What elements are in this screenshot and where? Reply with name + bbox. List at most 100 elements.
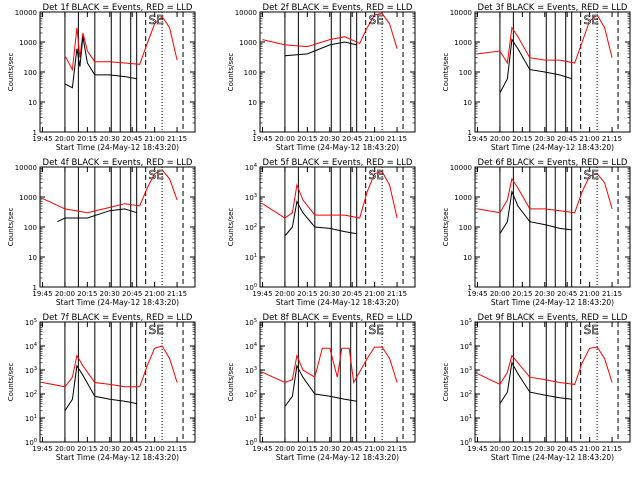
y-axis-label: Counts/sec bbox=[7, 363, 15, 402]
y-tick-label: 100 bbox=[459, 69, 472, 77]
x-axis-label: Start Time (24-May-12 18:43:20) bbox=[56, 143, 179, 152]
y-tick-label: 101 bbox=[245, 414, 257, 423]
x-axis-label: Start Time (24-May-12 18:43:20) bbox=[491, 298, 614, 307]
y-tick-label: 10000 bbox=[450, 164, 472, 172]
y-tick-label: 104 bbox=[245, 342, 257, 351]
x-tick-label: 21:15 bbox=[602, 135, 622, 143]
plot-frame bbox=[259, 166, 416, 288]
x-tick-label: 19:45 bbox=[467, 445, 487, 453]
series-events-line bbox=[57, 208, 137, 223]
y-tick-label: 10000 bbox=[450, 9, 472, 17]
x-tick-label: 21:00 bbox=[580, 445, 600, 453]
y-tick-label: 1000 bbox=[454, 194, 472, 202]
y-tick-label: 103 bbox=[245, 193, 257, 202]
panel-det-5: Det 5f BLACK = Events, RED = LLD Counts/s… bbox=[227, 158, 416, 307]
y-tick-label: 102 bbox=[245, 390, 257, 399]
plot-frame bbox=[39, 321, 196, 443]
panel-det-9: Det 9f BLACK = Events, RED = LLD Counts/s… bbox=[442, 313, 631, 462]
x-tick-label: 19:45 bbox=[32, 445, 52, 453]
x-tick-label: 20:15 bbox=[297, 135, 317, 143]
y-tick-label: 10 bbox=[28, 99, 37, 107]
x-tick-label: 21:15 bbox=[387, 135, 407, 143]
x-tick-label: 20:30 bbox=[320, 290, 340, 298]
x-axis-label: Start Time (24-May-12 18:43:20) bbox=[56, 453, 179, 462]
x-axis-label: Start Time (24-May-12 18:43:20) bbox=[276, 143, 399, 152]
plot-frame bbox=[39, 11, 196, 133]
y-tick-label: 10000 bbox=[15, 9, 37, 17]
x-axis-label: Start Time (24-May-12 18:43:20) bbox=[276, 453, 399, 462]
panel-det-1: Det 1f BLACK = Events, RED = LLD Counts/s… bbox=[7, 3, 196, 152]
y-tick-label: 103 bbox=[25, 366, 37, 375]
x-tick-label: 20:15 bbox=[297, 445, 317, 453]
x-tick-label: 19:45 bbox=[252, 135, 272, 143]
y-tick-label: 101 bbox=[460, 414, 472, 423]
y-tick-label: 100 bbox=[24, 224, 37, 232]
x-tick-label: 20:45 bbox=[557, 135, 577, 143]
x-tick-label: 20:00 bbox=[275, 135, 295, 143]
y-tick-label: 1 bbox=[33, 129, 37, 137]
series-lld-line bbox=[477, 346, 613, 386]
y-axis-label: Counts/sec bbox=[227, 363, 235, 402]
x-tick-label: 21:00 bbox=[365, 135, 385, 143]
y-tick-label: 10 bbox=[28, 254, 37, 262]
panel-title: Det 3f BLACK = Events, RED = LLD bbox=[478, 3, 628, 13]
y-tick-label: 100 bbox=[24, 69, 37, 77]
series-lld-line bbox=[42, 345, 178, 388]
series-events-line bbox=[284, 41, 357, 57]
x-tick-label: 21:15 bbox=[602, 290, 622, 298]
x-tick-label: 19:45 bbox=[252, 445, 272, 453]
x-tick-label: 21:00 bbox=[145, 290, 165, 298]
y-axis-label: Counts/sec bbox=[442, 53, 450, 92]
x-tick-label: 21:15 bbox=[602, 445, 622, 453]
x-tick-label: 20:00 bbox=[275, 290, 295, 298]
panel-det-8: Det 8f BLACK = Events, RED = LLD Counts/s… bbox=[227, 313, 416, 462]
y-axis-label: Counts/sec bbox=[227, 208, 235, 247]
y-tick-label: 1000 bbox=[19, 39, 37, 47]
series-events-line bbox=[284, 200, 357, 237]
x-tick-label: 21:15 bbox=[167, 445, 187, 453]
x-tick-label: 21:15 bbox=[387, 445, 407, 453]
y-tick-label: 105 bbox=[25, 318, 37, 327]
panel-det-2: Det 2f BLACK = Events, RED = LLD Counts/s… bbox=[227, 3, 416, 152]
x-tick-label: 21:15 bbox=[167, 135, 187, 143]
x-tick-label: 20:00 bbox=[55, 445, 75, 453]
y-tick-label: 101 bbox=[25, 414, 37, 423]
x-tick-label: 20:45 bbox=[342, 135, 362, 143]
se-annotation: SE bbox=[584, 168, 599, 182]
panel-title: Det 5f BLACK = Events, RED = LLD bbox=[263, 158, 413, 168]
x-axis-label: Start Time (24-May-12 18:43:20) bbox=[276, 298, 399, 307]
series-events-line bbox=[64, 364, 137, 412]
x-tick-label: 21:15 bbox=[167, 290, 187, 298]
x-tick-label: 21:00 bbox=[580, 290, 600, 298]
x-tick-label: 19:45 bbox=[467, 135, 487, 143]
se-annotation: SE bbox=[584, 13, 599, 27]
y-tick-label: 100 bbox=[245, 438, 257, 447]
plot-frame bbox=[474, 11, 631, 133]
panel-title: Det 9f BLACK = Events, RED = LLD bbox=[478, 313, 628, 323]
x-tick-label: 20:00 bbox=[490, 290, 510, 298]
y-tick-label: 105 bbox=[460, 318, 472, 327]
y-axis-label: Counts/sec bbox=[227, 53, 235, 92]
x-tick-label: 20:30 bbox=[320, 445, 340, 453]
panel-det-3: Det 3f BLACK = Events, RED = LLD Counts/s… bbox=[442, 3, 631, 152]
y-tick-label: 100 bbox=[245, 283, 257, 292]
y-tick-label: 100 bbox=[25, 438, 37, 447]
x-tick-label: 20:45 bbox=[342, 290, 362, 298]
y-tick-label: 1 bbox=[253, 129, 257, 137]
y-tick-label: 10 bbox=[463, 254, 472, 262]
y-tick-label: 104 bbox=[460, 342, 472, 351]
x-tick-label: 20:30 bbox=[320, 135, 340, 143]
se-annotation: SE bbox=[149, 323, 164, 337]
y-tick-label: 10 bbox=[248, 99, 257, 107]
panel-det-4: Det 4f BLACK = Events, RED = LLD Counts/s… bbox=[7, 158, 196, 307]
x-tick-label: 20:45 bbox=[557, 445, 577, 453]
panel-det-6: Det 6f BLACK = Events, RED = LLD Counts/s… bbox=[442, 158, 631, 307]
se-annotation: SE bbox=[369, 323, 384, 337]
x-tick-label: 20:30 bbox=[535, 445, 555, 453]
x-tick-label: 20:30 bbox=[535, 290, 555, 298]
panel-det-7: Det 7f BLACK = Events, RED = LLD Counts/s… bbox=[7, 313, 196, 462]
series-lld-line bbox=[262, 12, 398, 49]
series-lld-line bbox=[262, 171, 398, 219]
x-tick-label: 19:45 bbox=[32, 135, 52, 143]
